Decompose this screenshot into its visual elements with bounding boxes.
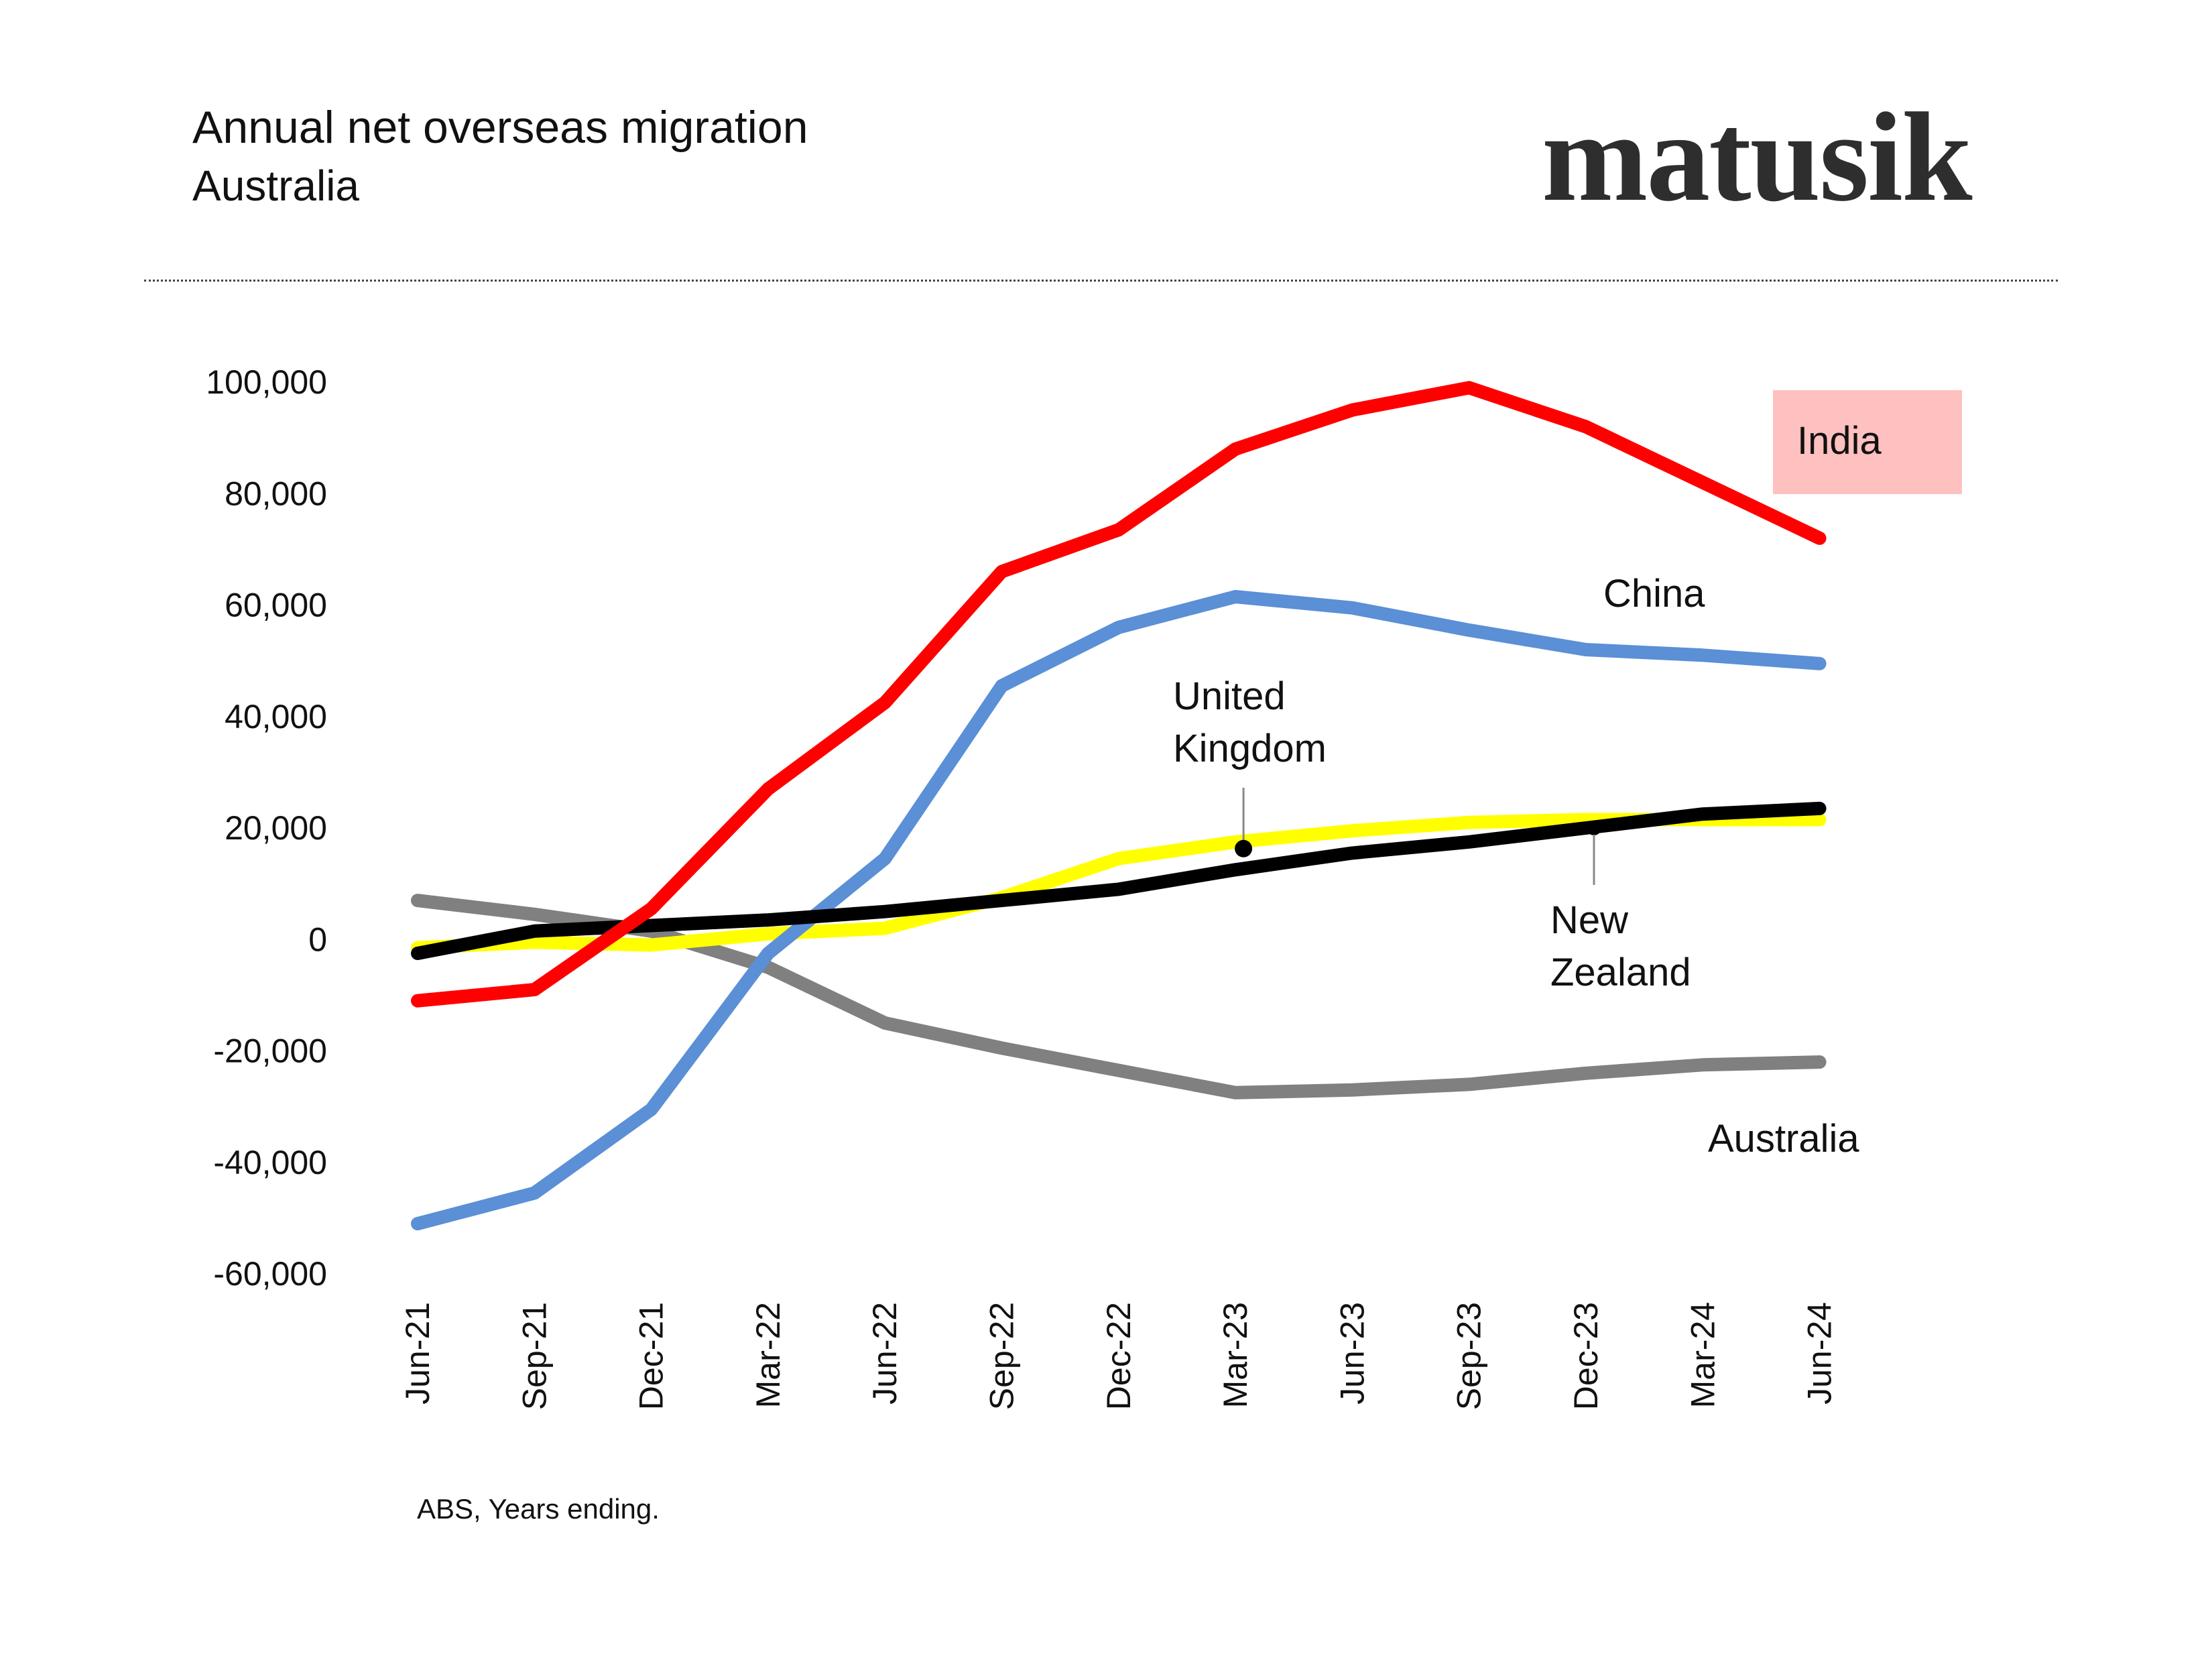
chart-title: Annual net overseas migration <box>192 102 808 153</box>
y-tick-label: -20,000 <box>213 1032 327 1070</box>
x-tick-label: Mar-22 <box>749 1302 787 1408</box>
series-line-united-kingdom <box>411 801 1827 960</box>
y-tick-label: 20,000 <box>225 809 327 847</box>
x-tick-label: Jun-24 <box>1801 1302 1839 1405</box>
series-lines <box>411 381 1827 1231</box>
india-label: India <box>1797 419 1882 463</box>
brand-logo: matusik <box>1542 87 1973 228</box>
y-tick-label: -40,000 <box>213 1144 327 1181</box>
x-tick-label: Dec-21 <box>633 1302 670 1410</box>
y-tick-label: -60,000 <box>213 1255 327 1293</box>
australia-label: Australia <box>1708 1117 1859 1161</box>
y-tick-label: 0 <box>308 921 327 958</box>
new-zealand-marker <box>1587 821 1601 835</box>
y-tick-label: 100,000 <box>206 363 327 401</box>
x-tick-label: Sep-23 <box>1451 1302 1488 1410</box>
india-label-box <box>1773 390 1962 494</box>
header-divider <box>144 280 2058 282</box>
x-tick-label: Sep-22 <box>983 1302 1021 1410</box>
chart-subtitle: Australia <box>192 162 359 210</box>
x-tick-label: Jun-22 <box>866 1302 904 1405</box>
series-line-china <box>411 590 1827 1231</box>
united-kingdom-label: United Kingdom <box>1173 674 1327 770</box>
x-tick-label: Sep-21 <box>515 1302 553 1410</box>
series-line-new-zealand <box>411 813 1827 955</box>
source-note: ABS, Years ending. <box>417 1493 660 1525</box>
x-tick-label: Dec-23 <box>1567 1302 1605 1410</box>
x-tick-label: Mar-23 <box>1217 1302 1254 1408</box>
x-tick-label: Dec-22 <box>1100 1302 1138 1410</box>
new-zealand-label: New Zealand <box>1550 898 1691 994</box>
china-label: China <box>1603 572 1705 615</box>
series-line-india <box>411 381 1827 1008</box>
y-tick-label: 40,000 <box>225 698 327 735</box>
y-tick-label: 80,000 <box>225 475 327 512</box>
y-tick-label: 60,000 <box>225 587 327 624</box>
x-tick-label: Jun-23 <box>1333 1302 1371 1405</box>
x-tick-label: Mar-24 <box>1684 1302 1721 1408</box>
united-kingdom-marker <box>1235 839 1253 857</box>
series-labels: India China Australia United Kingdom New Zeala… <box>1173 390 1962 1161</box>
x-tick-label: Jun-21 <box>399 1302 436 1405</box>
x-axis: Jun-21 Sep-21 Dec-21 Mar-22 Jun-22 Sep-22 Dec-… <box>399 1302 1839 1410</box>
y-axis: 100,000 80,000 60,000 40,000 20,000 0 -20,000 -… <box>206 363 327 1293</box>
